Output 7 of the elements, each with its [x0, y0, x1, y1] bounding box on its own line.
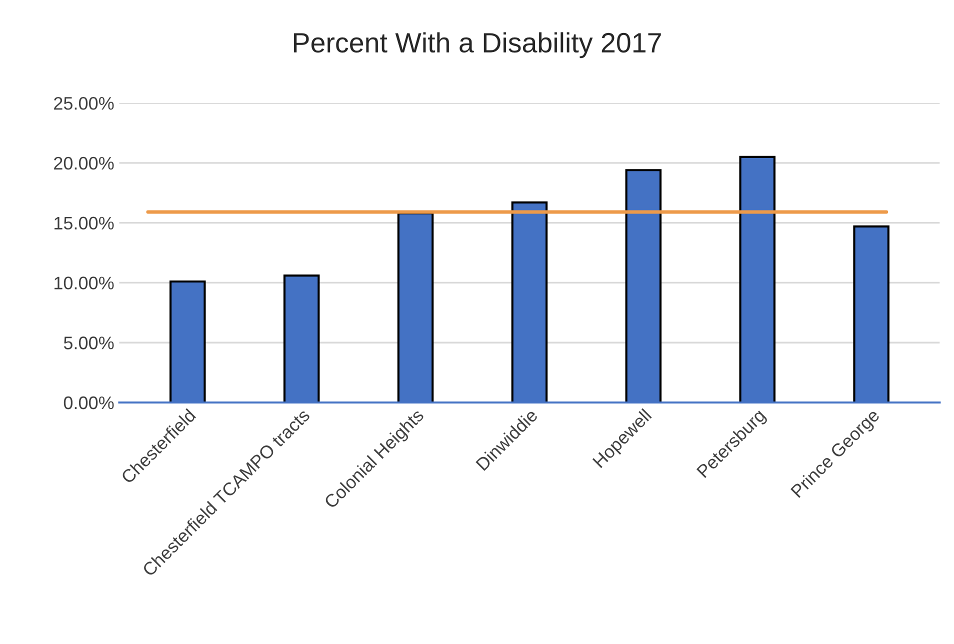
- y-tick-label: 25.00%: [54, 96, 114, 110]
- y-tick-label: 10.00%: [54, 276, 114, 290]
- y-tick-label: 15.00%: [54, 216, 114, 230]
- chart-title: Percent With a Disability 2017: [294, 32, 661, 58]
- y-tick-label: 5.00%: [64, 336, 114, 350]
- y-tick-label: 20.00%: [54, 156, 114, 170]
- y-tick-label: 0.00%: [64, 396, 114, 410]
